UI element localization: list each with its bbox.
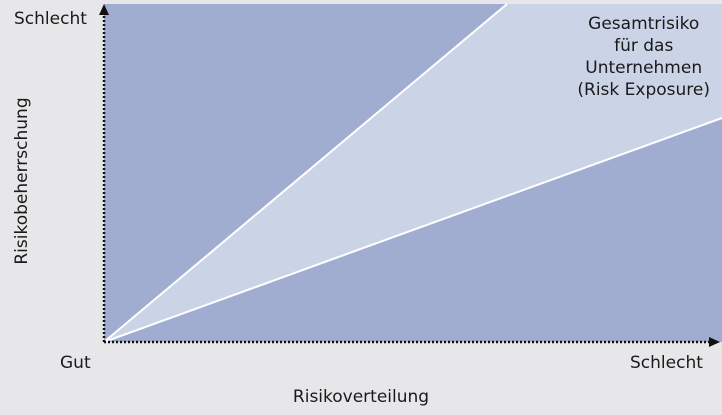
y-axis-top-label: Schlecht xyxy=(14,9,87,29)
risk-exposure-label: Gesamtrisiko für das Unternehmen (Risk E… xyxy=(577,13,710,101)
risk-exposure-label-line: (Risk Exposure) xyxy=(577,80,710,100)
risk-exposure-label-line: Gesamtrisiko xyxy=(588,14,700,34)
y-axis-arrow xyxy=(99,4,109,15)
y-axis-title: Risikobeherrschung xyxy=(12,97,32,265)
x-axis-arrow xyxy=(709,337,720,347)
x-axis-title: Risikoverteilung xyxy=(292,387,430,407)
risk-exposure-band xyxy=(104,4,722,342)
upper-boundary-line xyxy=(103,3,508,343)
x-axis-right-label: Schlecht xyxy=(630,353,703,373)
risk-exposure-label-line: Unternehmen xyxy=(585,58,703,78)
lower-boundary-line xyxy=(103,117,722,343)
risk-exposure-label-line: für das xyxy=(614,36,674,56)
x-axis-origin-label: Gut xyxy=(60,353,91,373)
